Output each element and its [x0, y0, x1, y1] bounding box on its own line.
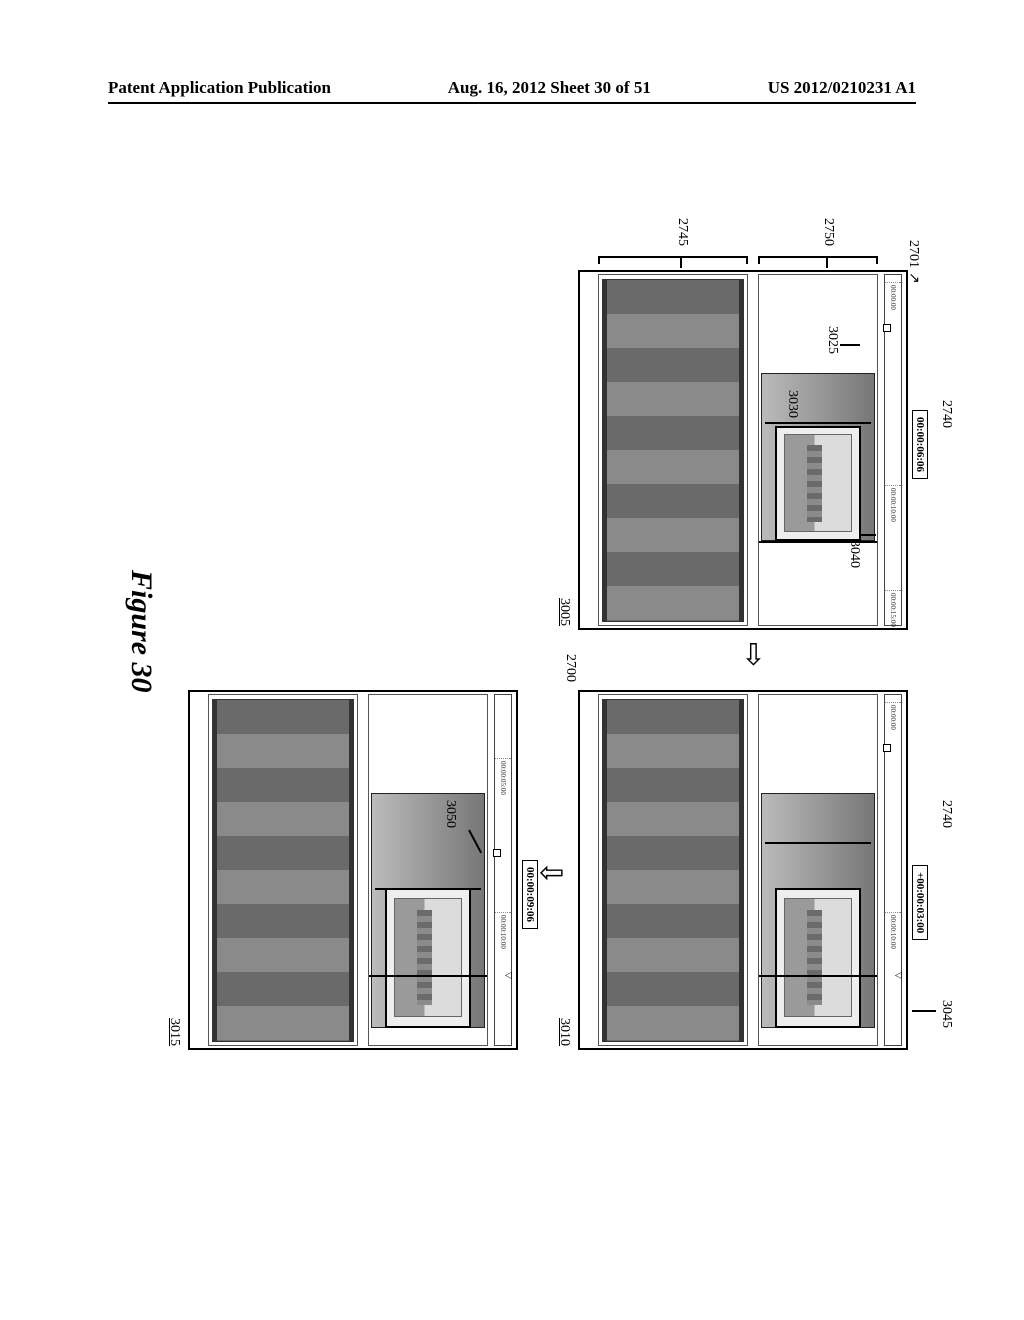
ref-2700: 2700: [562, 654, 578, 682]
hover-preview: [775, 888, 861, 1028]
arrow-stage-a-to-b: ⇨: [738, 642, 768, 667]
ruler-tick: 00:00:10:00: [495, 912, 511, 949]
ruler-tick: 00:00:00: [885, 702, 901, 730]
timeline-ruler[interactable]: 00:00:00 00:00:10:00 00:00:15:00: [884, 274, 902, 626]
track-clip[interactable]: [758, 274, 878, 626]
hover-preview: [385, 888, 471, 1028]
track-clip[interactable]: [368, 694, 488, 1046]
filmstrip: [212, 699, 354, 1042]
timecode-display: +00:00:03:00: [912, 865, 928, 940]
header-center: Aug. 16, 2012 Sheet 30 of 51: [448, 78, 651, 98]
figure-rotated-content: 00:00:06:06 00:00:00 00:00:10:00 00:00:1…: [108, 240, 918, 1110]
ref-3050: 3050: [442, 800, 458, 828]
arrow-stage-b-to-c: ⇨: [538, 858, 563, 888]
track-filmstrip[interactable]: [208, 694, 358, 1046]
track-clip[interactable]: [758, 694, 878, 1046]
stage-3010: +00:00:03:00 00:00:00 00:00:10:00 ▽ 30: [578, 690, 908, 1050]
timecode-display: 00:00:06:06: [912, 410, 928, 479]
playhead-handle[interactable]: [883, 744, 891, 752]
hover-preview: [775, 426, 861, 542]
playhead-line: [765, 422, 871, 424]
playhead-line: [375, 888, 481, 890]
ruler-tick: 00:00:05:00: [495, 758, 511, 795]
ruler-tick: 00:00:10:00: [885, 912, 901, 949]
out-marker-icon[interactable]: ▽: [893, 972, 903, 980]
ref-3025: 3025: [824, 326, 840, 354]
ref-3040: 3040: [846, 540, 862, 568]
timecode-display: 00:00:09:06: [522, 860, 538, 929]
track-filmstrip[interactable]: [598, 694, 748, 1046]
ref-3030: 3030: [784, 390, 800, 418]
page-header: Patent Application Publication Aug. 16, …: [108, 78, 916, 104]
bracket-2750: [758, 256, 878, 264]
header-left: Patent Application Publication: [108, 78, 331, 98]
stage-id-label: 3015: [166, 1018, 182, 1046]
out-point-line[interactable]: [369, 975, 487, 977]
ref-2740-b: 2740: [938, 800, 954, 828]
track-filmstrip[interactable]: [598, 274, 748, 626]
playhead-handle[interactable]: [493, 849, 501, 857]
playhead-handle[interactable]: [883, 324, 891, 332]
ref-2701: 2701↗: [905, 240, 922, 284]
filmstrip: [602, 279, 744, 622]
figure-30: 00:00:06:06 00:00:00 00:00:10:00 00:00:1…: [108, 240, 918, 1110]
ref-2745: 2745: [674, 218, 690, 246]
ruler-tick: 00:00:00: [885, 282, 901, 310]
out-point-line[interactable]: [759, 975, 877, 977]
stage-3005: 00:00:06:06 00:00:00 00:00:10:00 00:00:1…: [578, 270, 908, 630]
ref-2750: 2750: [820, 218, 836, 246]
stage-id-label: 3005: [556, 598, 572, 626]
stage-3015: 00:00:09:06 00:00:05:00 00:00:10:00 ▽: [188, 690, 518, 1050]
figure-caption: Figure 30: [124, 570, 158, 693]
header-right: US 2012/0210231 A1: [768, 78, 916, 98]
ruler-tick: 00:00:10:00: [885, 485, 901, 522]
playhead-line: [765, 842, 871, 844]
bracket-2745: [598, 256, 748, 264]
ref-3045: 3045: [938, 1000, 954, 1028]
timeline-ruler[interactable]: 00:00:05:00 00:00:10:00 ▽: [494, 694, 512, 1046]
ruler-tick: 00:00:15:00: [885, 590, 901, 627]
filmstrip: [602, 699, 744, 1042]
timeline-ruler[interactable]: 00:00:00 00:00:10:00 ▽: [884, 694, 902, 1046]
stage-id-label: 3010: [556, 1018, 572, 1046]
ref-2740-a: 2740: [938, 400, 954, 428]
out-marker-icon[interactable]: ▽: [503, 972, 513, 980]
